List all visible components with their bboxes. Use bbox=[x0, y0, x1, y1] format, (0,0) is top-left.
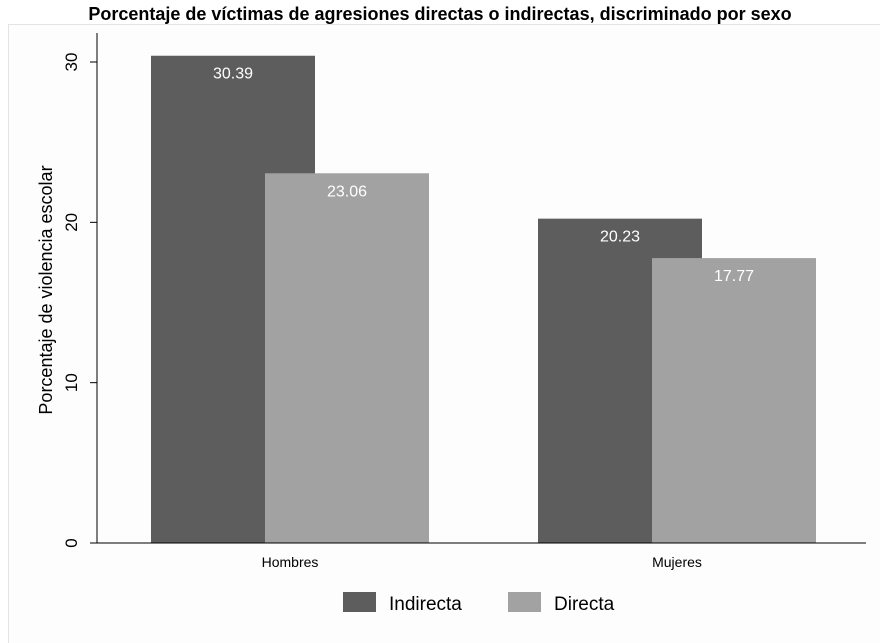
data-label: 30.39 bbox=[213, 66, 253, 83]
legend-label-directa: Directa bbox=[554, 594, 615, 615]
legend-swatch-indirecta bbox=[343, 592, 376, 612]
y-tick-label: 30 bbox=[62, 53, 81, 72]
data-label: 17.77 bbox=[714, 268, 754, 285]
y-axis-title: Porcentaje de violencia escolar bbox=[36, 165, 56, 414]
bar-directa-mujeres bbox=[652, 258, 816, 543]
legend-label-indirecta: Indirecta bbox=[389, 594, 462, 615]
bar-directa-hombres bbox=[265, 173, 429, 543]
data-label: 23.06 bbox=[327, 183, 367, 200]
y-tick-label: 0 bbox=[62, 538, 81, 547]
y-tick-label: 20 bbox=[62, 213, 81, 232]
chart-title: Porcentaje de víctimas de agresiones dir… bbox=[88, 4, 792, 24]
x-tick-label: Mujeres bbox=[652, 554, 702, 570]
data-label: 20.23 bbox=[600, 229, 640, 246]
x-tick-label: Hombres bbox=[262, 554, 319, 570]
y-tick-label: 10 bbox=[62, 373, 81, 392]
legend-swatch-directa bbox=[508, 592, 541, 612]
